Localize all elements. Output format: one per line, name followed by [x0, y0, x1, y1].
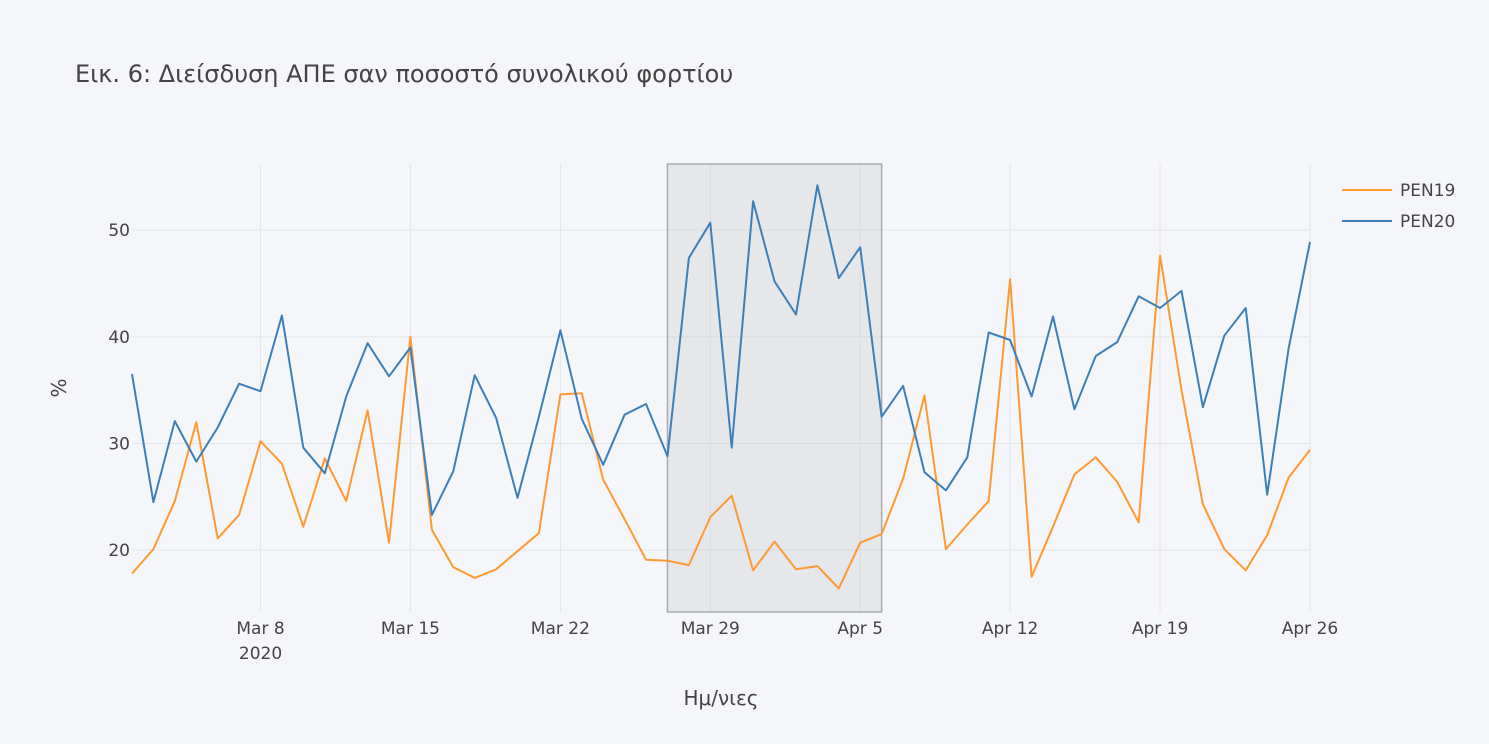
- legend-item-pen19[interactable]: PEN19: [1342, 181, 1455, 201]
- chart-title: Εικ. 6: Διείσδυση ΑΠΕ σαν ποσοστό συνολι…: [75, 60, 733, 88]
- x-tick-label: Mar 29: [681, 619, 740, 639]
- highlight-region: [666, 163, 883, 613]
- x-tick-label: Mar 15: [381, 619, 440, 639]
- series-layer: [131, 184, 1311, 590]
- y-axis-title: %: [47, 378, 71, 397]
- y-tick-label: 40: [108, 328, 130, 348]
- y-tick-label: 30: [108, 434, 130, 454]
- x-tick-year-label: 2020: [239, 644, 282, 664]
- legend-label: PEN19: [1400, 181, 1455, 201]
- series-line-pen19: [131, 254, 1311, 590]
- x-tick-label: Apr 19: [1132, 619, 1188, 639]
- legend-item-pen20[interactable]: PEN20: [1342, 212, 1455, 232]
- axis-layer: Mar 8 Mar 15 Mar 22 Mar 29 Apr 5 Apr 12 Apr 19…: [108, 221, 1338, 664]
- y-tick-label: 50: [108, 221, 130, 241]
- x-tick-label: Mar 8: [236, 619, 284, 639]
- grid-layer: [132, 164, 1311, 612]
- x-tick-label: Apr 5: [837, 619, 883, 639]
- x-tick-label: Mar 22: [531, 619, 590, 639]
- series-line-pen20: [131, 184, 1311, 516]
- x-axis-title: Ημ/νιες: [684, 686, 759, 710]
- y-tick-label: 20: [108, 541, 130, 561]
- x-tick-label: Apr 26: [1282, 619, 1338, 639]
- highlight-layer: [666, 163, 883, 613]
- legend[interactable]: PEN19 PEN20: [1342, 181, 1455, 232]
- legend-label: PEN20: [1400, 212, 1455, 232]
- x-tick-label: Apr 12: [982, 619, 1038, 639]
